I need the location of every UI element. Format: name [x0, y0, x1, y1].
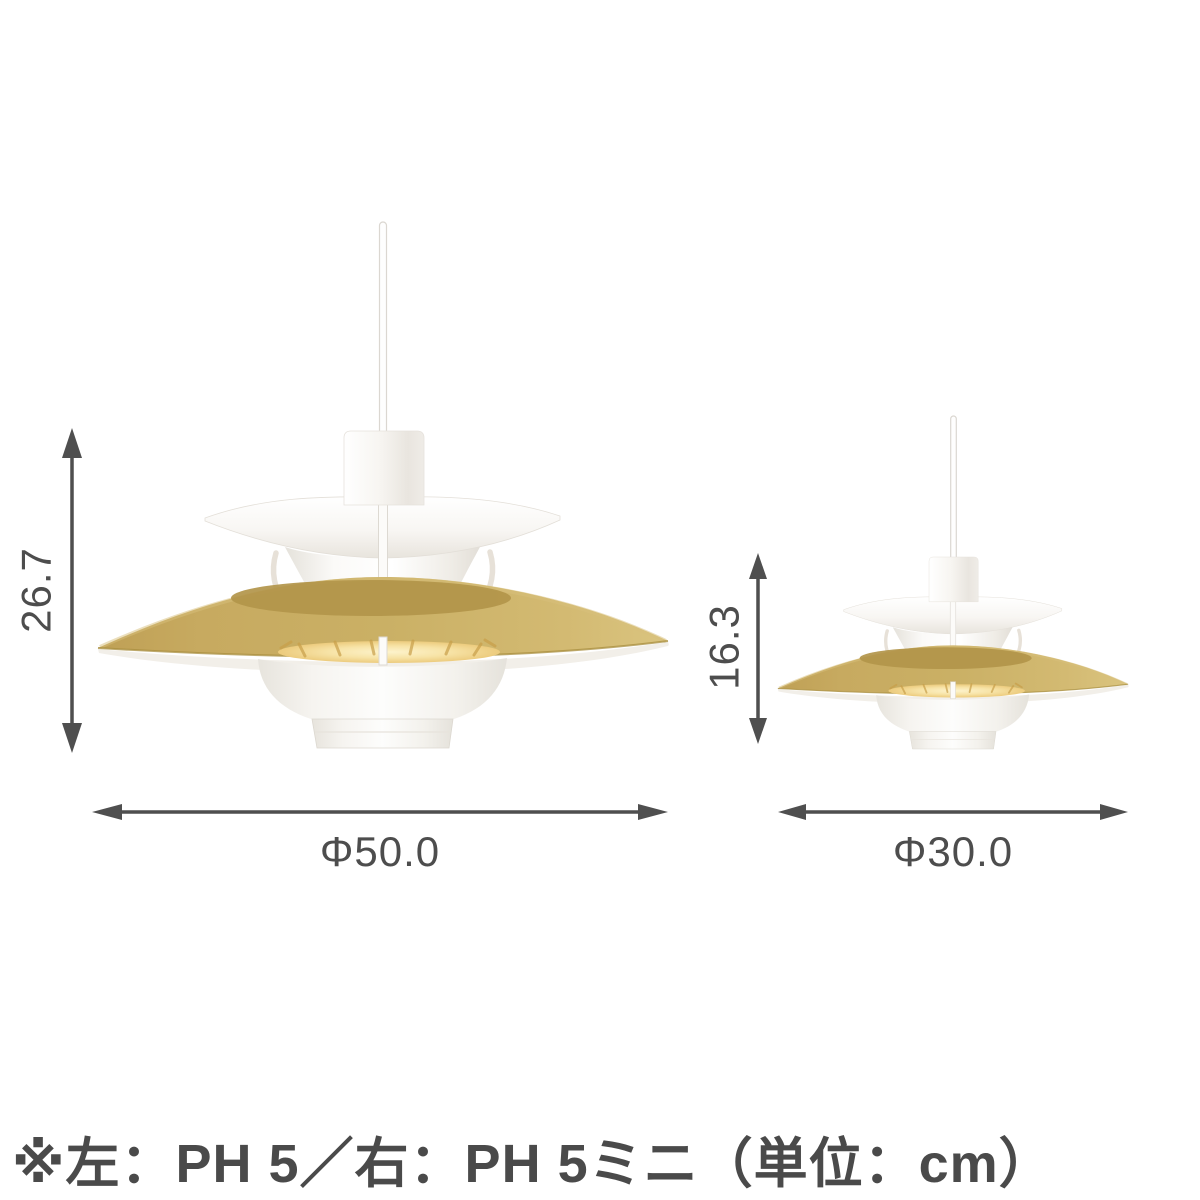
lamp-ph5-mini	[776, 415, 1131, 751]
height-label-ph5-mini: 16.3	[701, 604, 748, 690]
lamp-ph5-body	[98, 431, 669, 748]
height-dimension-ph5: 26.7	[13, 428, 82, 753]
cord-ph5	[378, 221, 388, 435]
arrowhead-right-icon	[638, 804, 668, 820]
arrowhead-left-icon	[92, 804, 122, 820]
arrowhead-up-icon	[62, 428, 82, 458]
lamp-ph5-mini-body	[776, 555, 1131, 751]
arrowhead-right-icon	[1100, 804, 1128, 820]
arrowhead-down-icon	[749, 718, 767, 744]
diameter-dimension-ph5-mini: Φ30.0	[778, 804, 1128, 875]
diameter-label-ph5: Φ50.0	[320, 828, 440, 875]
height-dimension-ph5-mini: 16.3	[701, 553, 767, 744]
arrowhead-left-icon	[778, 804, 806, 820]
diameter-label-ph5-mini: Φ30.0	[893, 828, 1013, 875]
caption: ※左：PH 5／右：PH 5ミニ（単位：cm）	[12, 1134, 1054, 1194]
cord-ph5-mini	[950, 415, 957, 561]
arrowhead-down-icon	[62, 723, 82, 753]
height-label-ph5: 26.7	[13, 547, 60, 633]
arrowhead-up-icon	[749, 553, 767, 579]
diameter-dimension-ph5: Φ50.0	[92, 804, 668, 875]
lamp-ph5	[98, 221, 669, 748]
